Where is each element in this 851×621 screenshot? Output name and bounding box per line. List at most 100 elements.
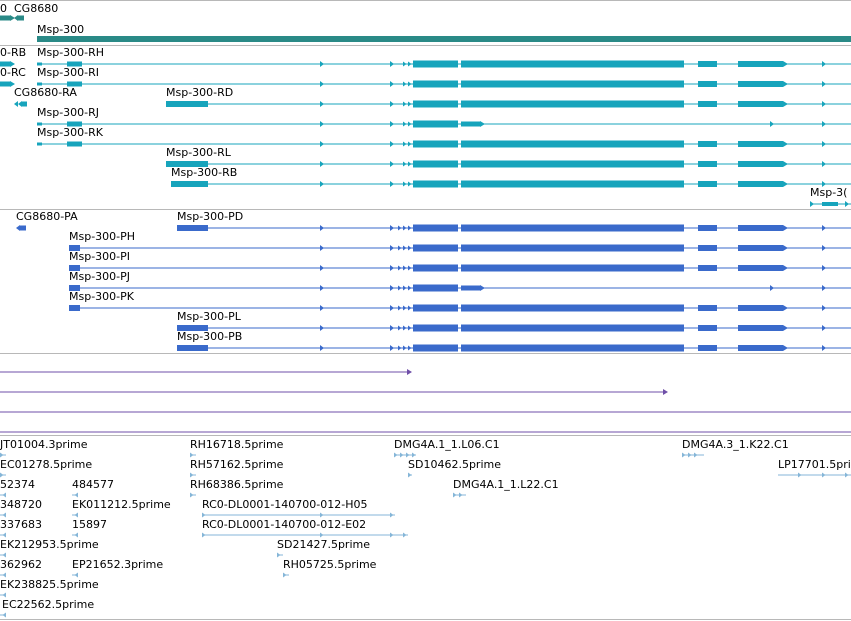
strand-arrow-icon (822, 345, 826, 351)
gene-label[interactable]: CG8680 (14, 2, 59, 15)
strand-arrow-icon (798, 472, 802, 478)
transcript-label[interactable]: 0-RB (0, 46, 27, 59)
est-label[interactable]: 362962 (0, 558, 42, 571)
strand-arrow-icon (2, 552, 6, 558)
transcript-label[interactable]: Msp-300-RK (37, 126, 103, 139)
strand-arrow-icon (688, 452, 692, 458)
exon-block (698, 325, 717, 331)
protein-label[interactable]: CG8680-PA (16, 210, 78, 223)
exon-block (69, 285, 80, 291)
strand-arrow-icon (202, 532, 206, 538)
est-label[interactable]: 484577 (72, 478, 114, 491)
strand-arrow-icon (403, 532, 407, 538)
exon-block (698, 81, 717, 87)
strand-arrow-icon (694, 452, 698, 458)
est-label[interactable]: RH57162.5prime (190, 458, 284, 471)
strand-arrow-icon (390, 161, 394, 167)
strand-arrow-icon (822, 121, 826, 127)
exon-block (69, 305, 80, 311)
strand-arrow-icon (283, 572, 287, 578)
strand-arrow-icon (810, 201, 814, 207)
transcript-label[interactable]: Msp-300-RB (171, 166, 238, 179)
exon-end-arrow-icon (480, 285, 485, 291)
strand-arrow-icon (408, 61, 412, 67)
strand-arrow-icon (390, 101, 394, 107)
strand-arrow-icon (2, 492, 6, 498)
exon-block (413, 264, 458, 272)
strand-arrow-icon (320, 532, 324, 538)
strand-arrow-icon (822, 101, 826, 107)
est-label[interactable]: RC0-DL0001-140700-012-H05 (202, 498, 368, 511)
strand-arrow-icon (2, 532, 6, 538)
est-label[interactable]: LP17701.5prime (778, 458, 851, 471)
est-label[interactable]: SD21427.5prime (277, 538, 370, 551)
protein-label[interactable]: Msp-300-PK (69, 290, 134, 303)
est-label[interactable]: EK238825.5prime (0, 578, 99, 591)
exon-block (0, 81, 10, 87)
gene-label[interactable]: Msp-300 (37, 23, 85, 36)
transcript-label[interactable]: Msp-300-RD (166, 86, 234, 99)
protein-label[interactable]: Msp-300-PB (177, 330, 243, 343)
strand-arrow-icon (403, 345, 407, 351)
est-label[interactable]: JT01004.3prime (0, 438, 88, 451)
est-label[interactable]: DMG4A.3_1.K22.C1 (682, 438, 789, 451)
transcript-label[interactable]: Msp-3( (810, 186, 848, 199)
transcript-label[interactable]: 0-RC (0, 66, 26, 79)
est-label[interactable]: EK011212.5prime (72, 498, 171, 511)
est-label[interactable]: RH05725.5prime (283, 558, 377, 571)
est-label[interactable]: EK212953.5prime (0, 538, 99, 551)
transcript-label[interactable]: Msp-300-RH (37, 46, 105, 59)
gene-label[interactable]: 0 (0, 2, 7, 15)
strand-arrow-icon (408, 472, 412, 478)
transcript-label[interactable]: Msp-300-RL (166, 146, 231, 159)
est-label[interactable]: DMG4A.1_1.L06.C1 (394, 438, 500, 451)
est-label[interactable]: 15897 (72, 518, 107, 531)
strand-arrow-icon (406, 452, 410, 458)
exon-block (413, 160, 458, 168)
exon-block (461, 160, 684, 168)
protein-label[interactable]: Msp-300-PL (177, 310, 241, 323)
transcript-label[interactable]: Msp-300-RI (37, 66, 100, 79)
strand-arrow-icon (400, 452, 404, 458)
exon-block (22, 101, 27, 107)
strand-arrow-icon (390, 345, 394, 351)
protein-label[interactable]: Msp-300-PH (69, 230, 136, 243)
strand-arrow-icon (403, 101, 407, 107)
est-label[interactable]: RC0-DL0001-140700-012-E02 (202, 518, 367, 531)
est-label[interactable]: EC22562.5prime (2, 598, 95, 611)
est-label[interactable]: EP21652.3prime (72, 558, 164, 571)
strand-arrow-icon (2, 592, 6, 598)
est-label[interactable]: EC01278.5prime (0, 458, 93, 471)
protein-label[interactable]: Msp-300-PJ (69, 270, 131, 283)
est-label[interactable]: 337683 (0, 518, 42, 531)
exon-block (698, 161, 717, 167)
strand-arrow-icon (822, 181, 826, 187)
est-label[interactable]: RH68386.5prime (190, 478, 284, 491)
strand-arrow-icon (320, 265, 324, 271)
est-label[interactable]: RH16718.5prime (190, 438, 284, 451)
strand-arrow-icon (403, 325, 407, 331)
exon-block (738, 61, 783, 67)
est-label[interactable]: DMG4A.1_1.L22.C1 (453, 478, 559, 491)
strand-arrow-icon (403, 181, 407, 187)
exon-end-arrow-icon (783, 161, 788, 167)
strand-arrow-icon (390, 532, 394, 538)
strand-arrow-icon (398, 245, 402, 251)
exon-block (822, 202, 838, 206)
transcript-label[interactable]: CG8680-RA (14, 86, 77, 99)
strand-arrow-icon (408, 81, 412, 87)
strand-arrow-icon (398, 225, 402, 231)
strand-arrow-icon (390, 121, 394, 127)
exon-block (698, 345, 717, 351)
est-label[interactable]: 52374 (0, 478, 35, 491)
protein-label[interactable]: Msp-300-PI (69, 250, 131, 263)
protein-label[interactable]: Msp-300-PD (177, 210, 244, 223)
est-label[interactable]: SD10462.5prime (408, 458, 501, 471)
strand-arrow-icon (390, 285, 394, 291)
exon-block (461, 244, 684, 252)
exon-end-arrow-icon (783, 305, 788, 311)
est-label[interactable]: 348720 (0, 498, 42, 511)
transcript-label[interactable]: Msp-300-RJ (37, 106, 100, 119)
strand-arrow-icon (682, 452, 686, 458)
